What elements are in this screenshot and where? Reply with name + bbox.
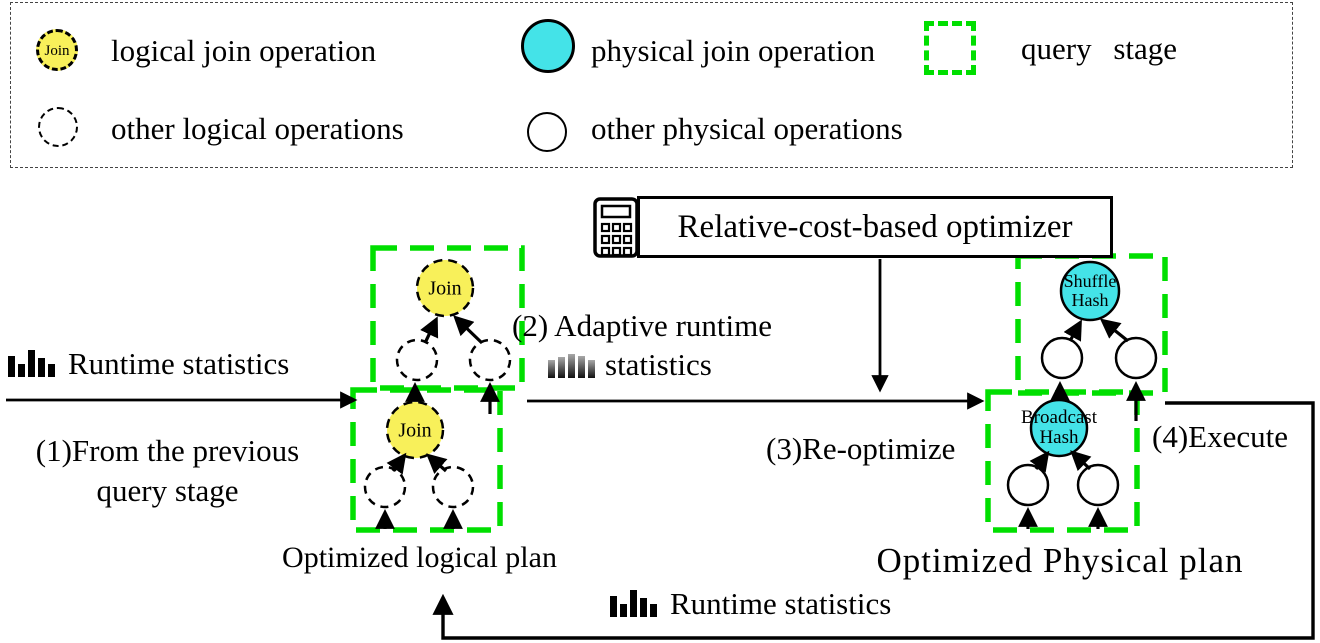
step4-label: (4)Execute: [1152, 419, 1288, 454]
shuffle-hash-line1: Shuffle: [1063, 271, 1117, 292]
step2-line1: (2) Adaptive runtime: [512, 308, 772, 343]
legend-label-other-logical: other logical operations: [111, 111, 404, 146]
legend-label-physical-join: physical join operation: [591, 33, 876, 68]
physical-op-node: [1006, 463, 1050, 507]
bar-chart-icon: [610, 590, 657, 617]
runtime-statistics-top: Runtime statistics: [8, 346, 289, 382]
join-node-label-bottom: Join: [398, 419, 432, 442]
join-node-label-top: Join: [428, 277, 462, 300]
shuffle-hash-node: [1059, 260, 1121, 322]
tree-arrow: [1099, 318, 1129, 343]
tree-arrow: [453, 315, 484, 345]
runtime-statistics-bottom-label: Runtime statistics: [670, 586, 892, 621]
logical-op-node: [363, 465, 407, 509]
query-stage-box-logical-top: [370, 245, 525, 391]
legend-label-other-physical: other physical operations: [591, 111, 903, 146]
logical-join-node-bottom: [385, 400, 445, 460]
physical-op-node: [1114, 336, 1158, 380]
step1-label: (1)From the previous query stage: [0, 431, 335, 512]
tree-arrow: [1063, 319, 1082, 342]
tree-arrow: [1029, 450, 1050, 473]
query-stage-icon: [924, 21, 976, 75]
broadcast-hash-label: Broadcast Hash: [1021, 408, 1097, 448]
query-stage-box-physical-top: [1015, 253, 1168, 396]
bar-chart-gradient-icon: [548, 354, 595, 378]
bar-chart-icon: [8, 350, 55, 377]
calculator-icon: [593, 197, 639, 258]
step2-line2: statistics: [605, 347, 712, 382]
logical-join-icon: Join: [36, 29, 78, 71]
legend-label-query-stage: query stage: [1021, 31, 1178, 66]
step1-line2: query stage: [96, 473, 239, 509]
physical-op-node: [1040, 336, 1084, 380]
tree-arrow: [1070, 450, 1092, 472]
tree-arrow: [386, 452, 407, 475]
step3-label: (3)Re-optimize: [766, 431, 956, 466]
shuffle-hash-label: Shuffle Hash: [1064, 272, 1117, 310]
logical-join-node-top: [415, 258, 475, 318]
broadcast-hash-line1: Broadcast: [1021, 407, 1097, 429]
logical-op-node: [468, 338, 512, 382]
query-stage-box-logical-bottom: [350, 387, 503, 533]
tree-arrow: [420, 316, 439, 344]
optimizer-label: Relative-cost-based optimizer: [677, 208, 1073, 245]
legend-label-logical-join: logical join operation: [111, 33, 377, 68]
step2-label: (2) Adaptive runtime statistics: [512, 308, 772, 383]
caption-optimized-logical-plan: Optimized logical plan: [282, 541, 557, 574]
broadcast-hash-line2: Hash: [1039, 427, 1079, 448]
logical-op-node: [431, 465, 475, 509]
shuffle-hash-line2: Hash: [1071, 290, 1109, 310]
arrow-execute-feedback-loop: [432, 401, 1315, 640]
runtime-statistics-top-label: Runtime statistics: [68, 346, 290, 381]
step1-line1: (1)From the previous: [35, 433, 300, 468]
logical-op-node: [395, 338, 439, 382]
optimizer-box: Relative-cost-based optimizer: [637, 196, 1113, 258]
physical-join-icon: [521, 19, 575, 73]
other-logical-operation-icon: [38, 107, 78, 147]
other-physical-operation-icon: [527, 112, 567, 152]
runtime-statistics-bottom: Runtime statistics: [610, 586, 891, 622]
tree-arrow: [426, 453, 448, 474]
caption-optimized-physical-plan: Optimized Physical plan: [876, 541, 1244, 580]
physical-op-node: [1076, 463, 1120, 507]
legend-box: Join logical join operation physical joi…: [10, 2, 1293, 168]
